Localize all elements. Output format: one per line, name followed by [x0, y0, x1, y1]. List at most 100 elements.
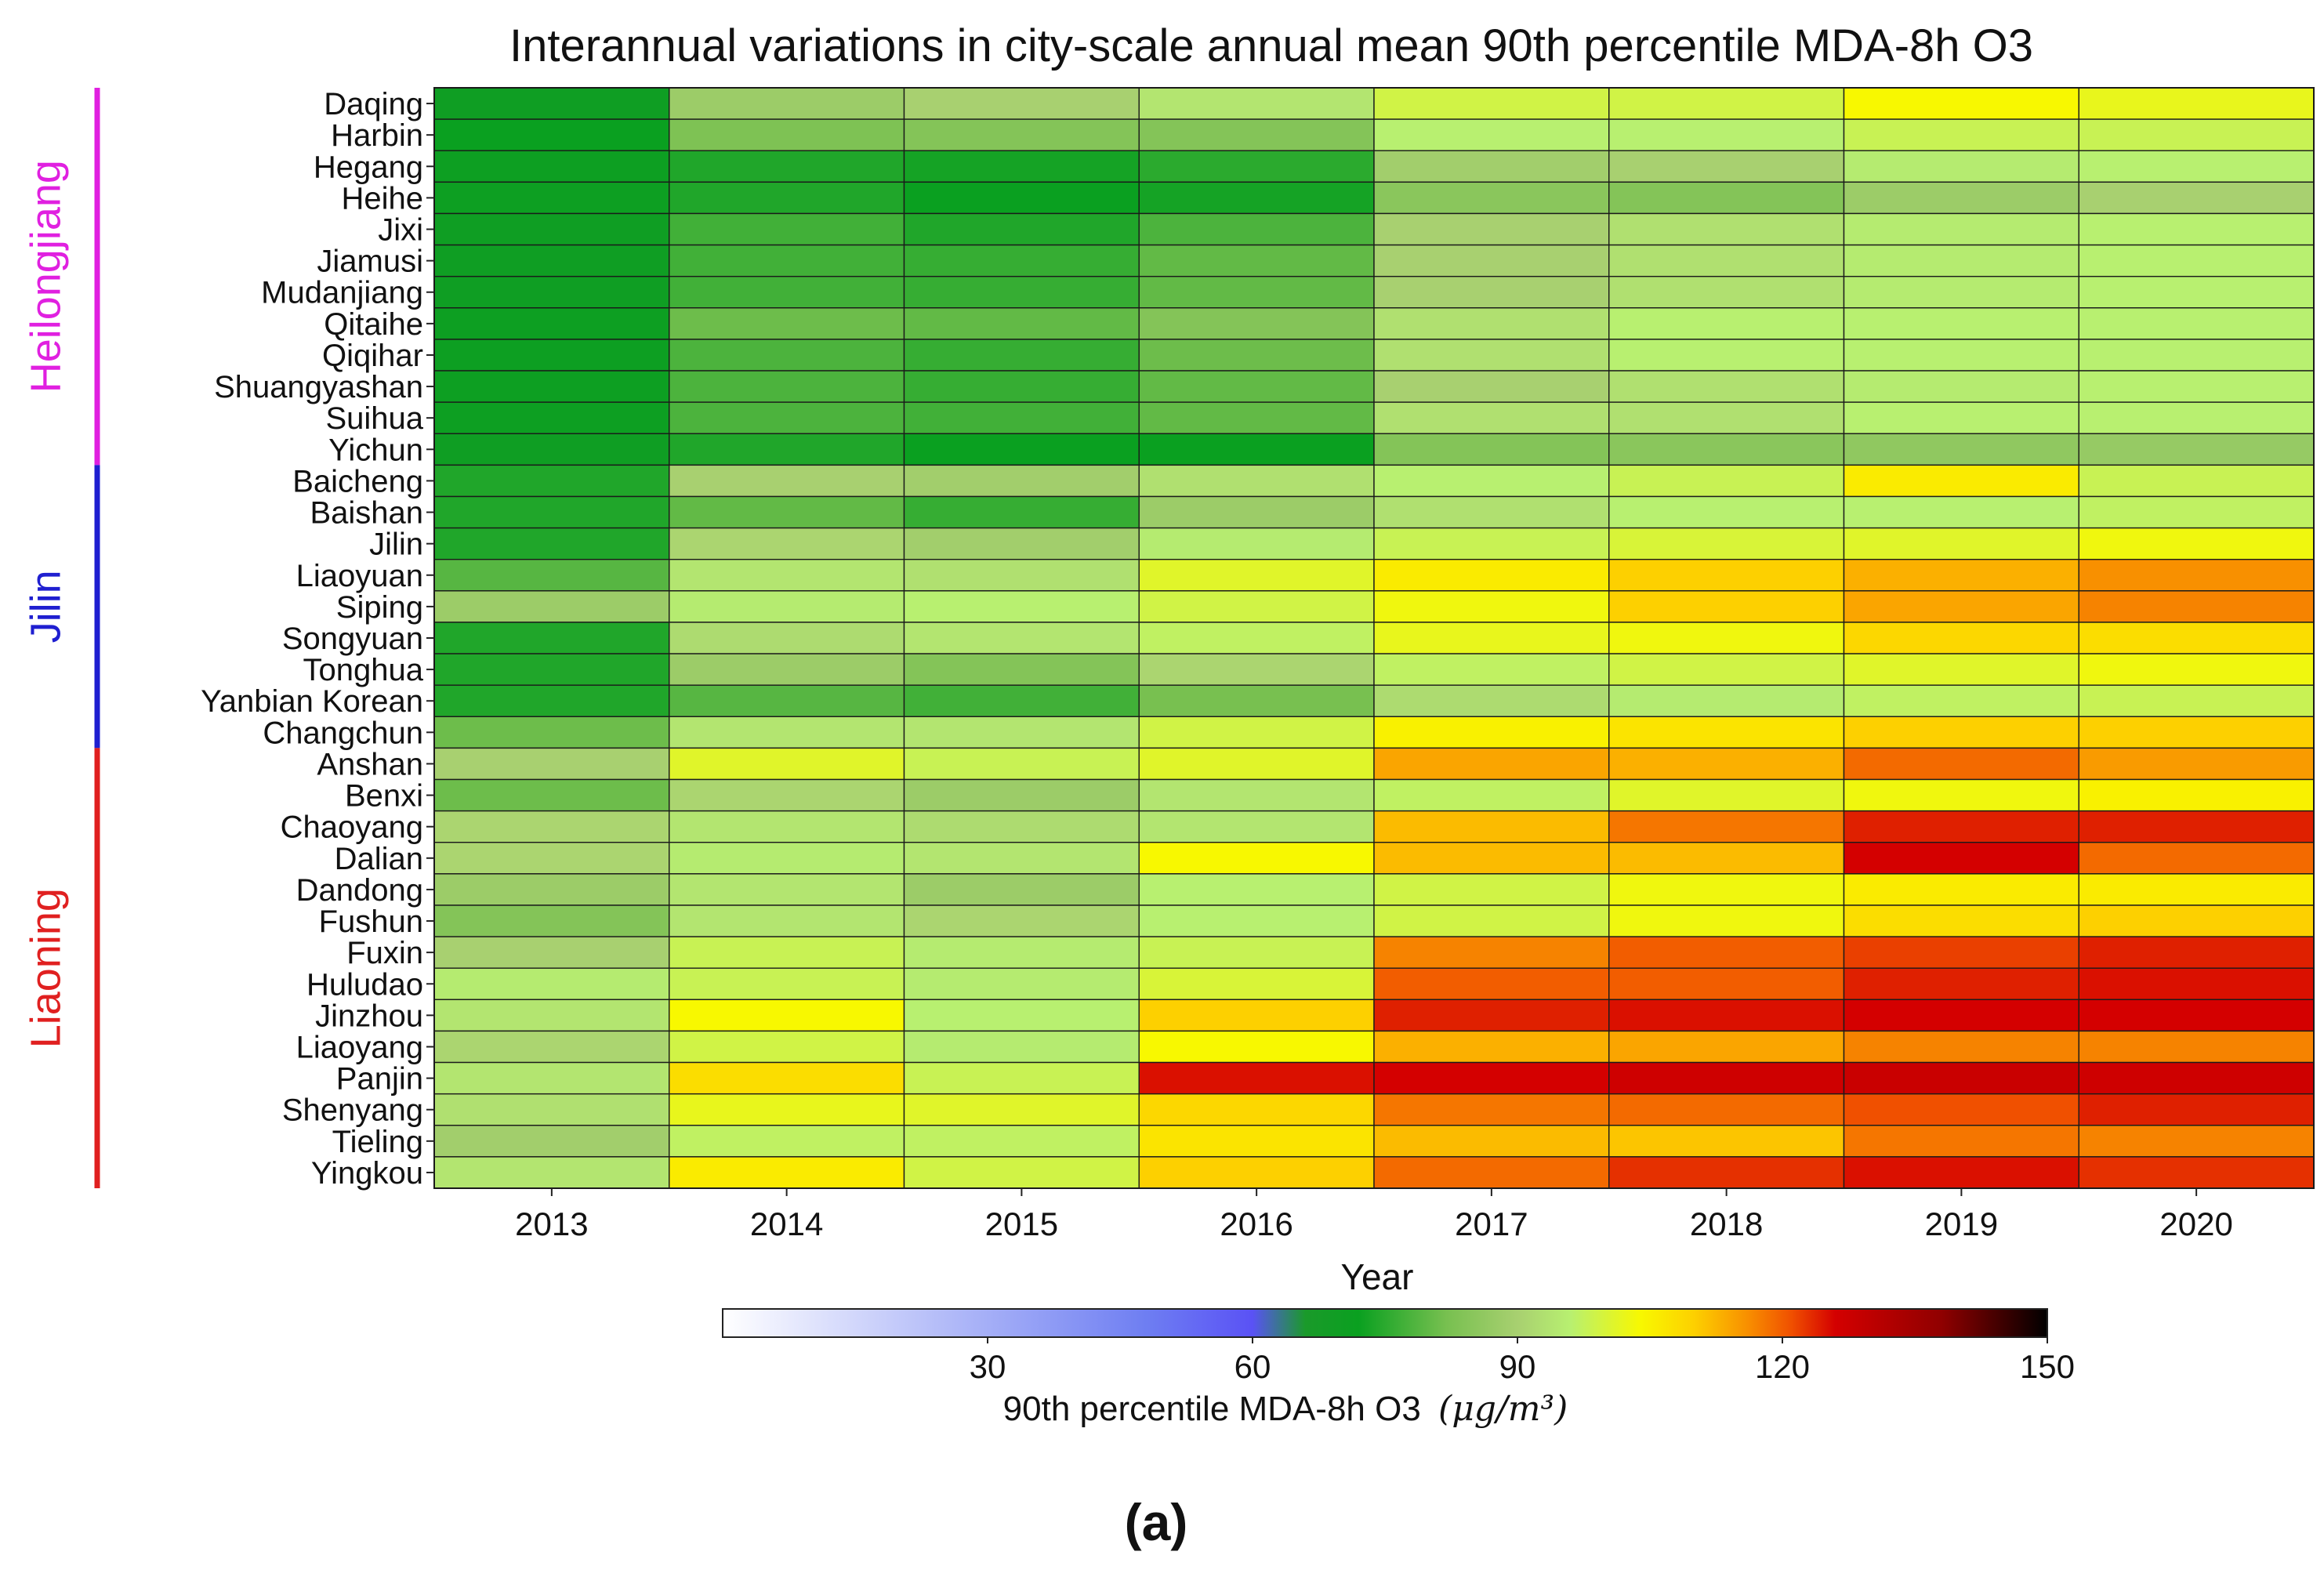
y-tick-label: Heihe — [341, 181, 423, 216]
heatmap-cell — [1843, 495, 2079, 529]
heatmap-cell — [1843, 1061, 2079, 1095]
heatmap-cell — [903, 653, 1140, 686]
heatmap-cell — [1843, 275, 2079, 309]
heatmap-cell — [903, 1061, 1140, 1095]
heatmap-cell — [433, 370, 670, 403]
heatmap-cell — [669, 1030, 905, 1064]
heatmap-cell — [433, 747, 670, 781]
heatmap-cell — [1138, 87, 1375, 120]
heatmap-cell — [1373, 339, 1610, 372]
heatmap-cell — [1373, 464, 1610, 498]
x-tick-labels: 2013 2014 2015 2016 2017 2018 2019 2020 — [515, 1188, 2233, 1242]
heatmap-cell — [669, 307, 905, 340]
y-tick-label: Liaoyuan — [296, 559, 423, 593]
heatmap-cell — [903, 967, 1140, 1001]
colorbar-tick-label: 90 — [1499, 1348, 1536, 1385]
heatmap-cell — [1138, 905, 1375, 937]
heatmap-cell — [433, 810, 670, 843]
heatmap-cell — [1843, 967, 2079, 1001]
heatmap-cell — [903, 433, 1140, 466]
heatmap-cell — [669, 244, 905, 277]
heatmap-cell — [1843, 999, 2079, 1032]
y-tick-label: Tonghua — [303, 653, 424, 687]
heatmap-cell — [1608, 339, 1845, 372]
y-tick-label: Jilin — [369, 527, 423, 562]
y-tick-label: Yingkou — [311, 1156, 423, 1191]
province-label: Liaoning — [22, 888, 69, 1048]
y-tick-label: Tieling — [332, 1125, 423, 1159]
heatmap-cell — [1843, 716, 2079, 749]
heatmap-cell — [1373, 653, 1610, 686]
heatmap-cell — [1373, 747, 1610, 781]
heatmap-cell — [903, 778, 1140, 812]
heatmap-cell — [1138, 999, 1375, 1032]
heatmap-cell — [1608, 810, 1845, 843]
heatmap-cell — [433, 307, 670, 340]
province-label: Jilin — [22, 570, 69, 643]
heatmap-cell — [1138, 684, 1375, 717]
heatmap-cell — [1373, 590, 1610, 623]
heatmap-cell — [1373, 716, 1610, 749]
heatmap-cell — [669, 212, 905, 246]
heatmap-cell — [1138, 653, 1375, 686]
heatmap-cell — [1843, 433, 2079, 466]
heatmap-cell — [1138, 307, 1375, 340]
heatmap-cell — [1608, 150, 1845, 183]
heatmap-cell — [433, 905, 670, 937]
colorbar-gradient — [722, 1308, 2048, 1338]
heatmap-cell — [2078, 873, 2315, 906]
x-tick-label: 2013 — [515, 1205, 588, 1242]
heatmap-cell — [903, 747, 1140, 781]
heatmap-cell — [1373, 118, 1610, 151]
heatmap-cell — [1138, 181, 1375, 215]
y-tick-label: Benxi — [345, 779, 423, 814]
heatmap-cell — [1373, 1093, 1610, 1126]
heatmap-cell — [1138, 401, 1375, 434]
heatmap-cell — [1608, 527, 1845, 560]
y-tick-label: Fuxin — [346, 936, 423, 970]
heatmap-cell — [1843, 1030, 2079, 1064]
heatmap-cell — [1373, 527, 1610, 560]
heatmap-cell — [669, 527, 905, 560]
heatmap-cell — [903, 118, 1140, 151]
y-tick-label: Daqing — [324, 87, 423, 121]
heatmap-cell — [669, 339, 905, 372]
heatmap-cell — [1373, 150, 1610, 183]
heatmap-cell — [669, 590, 905, 623]
heatmap-cell — [1843, 622, 2079, 654]
heatmap-cell — [903, 873, 1140, 906]
heatmap-cell — [433, 433, 670, 466]
heatmap-cell — [1138, 590, 1375, 623]
heatmap-cell — [669, 842, 905, 875]
x-axis-label: Year — [1341, 1256, 1414, 1297]
heatmap-cell — [2078, 495, 2315, 529]
heatmap-cell — [1373, 1061, 1610, 1095]
heatmap-cell — [903, 339, 1140, 372]
y-tick-label: Fushun — [319, 905, 423, 939]
heatmap-cell — [2078, 307, 2315, 340]
colorbar-tick-label: 30 — [970, 1348, 1006, 1385]
heatmap-cell — [1138, 495, 1375, 529]
heatmap-cell — [669, 873, 905, 906]
heatmap-cell — [1608, 559, 1845, 592]
heatmap-cell — [2078, 1093, 2315, 1126]
heatmap-cell — [2078, 684, 2315, 717]
heatmap-cell — [1373, 842, 1610, 875]
figure-caption: (a) — [1125, 1493, 1188, 1551]
heatmap-cell — [1138, 1125, 1375, 1158]
heatmap-cell — [433, 999, 670, 1032]
heatmap-cell — [433, 936, 670, 969]
heatmap-cell — [1138, 622, 1375, 654]
heatmap-cell — [433, 527, 670, 560]
heatmap-cell — [2078, 181, 2315, 215]
y-tick-label: Anshan — [317, 747, 423, 781]
heatmap-cell — [433, 339, 670, 372]
heatmap-cell — [1138, 275, 1375, 309]
heatmap-cell — [669, 936, 905, 969]
y-tick-label: Baishan — [310, 496, 423, 531]
heatmap-cell — [1138, 118, 1375, 151]
heatmap-cell — [433, 590, 670, 623]
heatmap-cell — [2078, 999, 2315, 1032]
y-tick-label: Shenyang — [282, 1093, 423, 1128]
